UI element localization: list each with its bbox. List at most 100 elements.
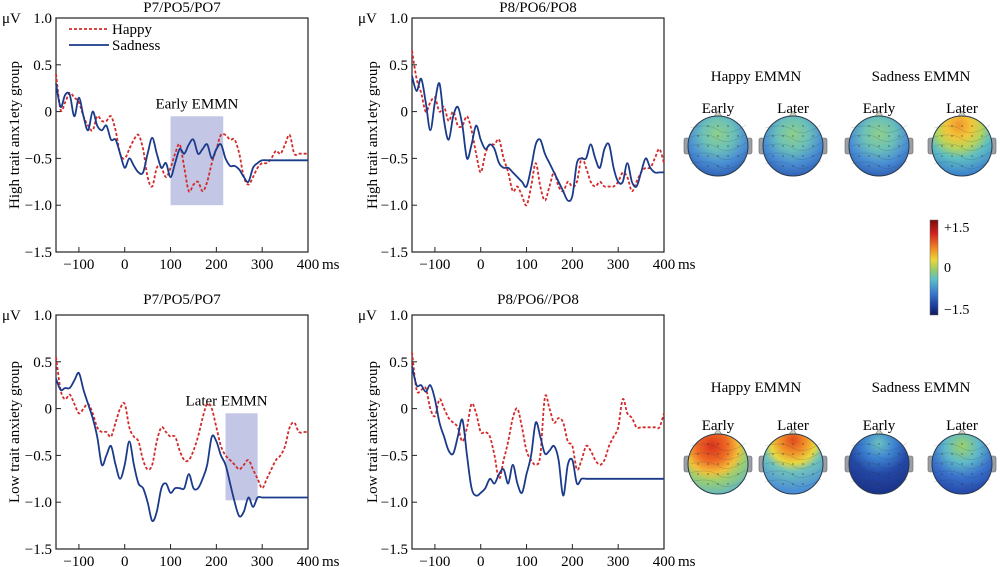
electrode (782, 135, 784, 137)
y-tick-label: 0.5 (33, 58, 52, 74)
electrode (898, 145, 900, 147)
electrode (727, 453, 729, 455)
topomap-label: Later (946, 101, 978, 117)
electrode (971, 463, 973, 465)
electrode (812, 135, 814, 137)
y-tick-label: −0.5 (25, 448, 52, 464)
contour-line (850, 469, 908, 478)
emmn-highlight-box (170, 116, 224, 206)
electrode (951, 463, 953, 465)
plot-low-right: P8/PO6//PO8 μV Low trait anxiety group 1.0 0… (358, 292, 696, 567)
contour-line (764, 133, 822, 142)
electrode (878, 165, 880, 167)
electrode (868, 483, 870, 485)
colorbar-max-label: +1.5 (944, 221, 969, 236)
y-tick-label: 1.0 (33, 11, 52, 27)
contour-line (850, 151, 908, 160)
plot-low-left: Later EMMN P7/PO5/PO7 μV Low trait anxiety … (2, 292, 340, 567)
colorbar-min-label: −1.5 (944, 303, 969, 318)
topomap-label: Later (946, 418, 978, 434)
y-tick-label: 0 (401, 105, 409, 121)
electrode (782, 473, 784, 475)
electrode (772, 463, 774, 465)
electrode (888, 453, 890, 455)
y-tick-label: −0.5 (381, 151, 408, 167)
electrode (981, 135, 983, 137)
electrode (707, 125, 709, 127)
electrode (941, 135, 943, 137)
erp-plots: Early EMMN P7/PO5/PO7 μV High trait anx1ety… (2, 0, 696, 567)
y-tick-label: 0 (401, 402, 409, 418)
electrode (782, 463, 784, 465)
electrode (971, 155, 973, 157)
electrode (951, 165, 953, 167)
electrode (727, 145, 729, 147)
x-tick-label: 400 (653, 554, 676, 567)
electrode (812, 453, 814, 455)
plot-title: P8/PO6//PO8 (497, 292, 579, 308)
electrode (898, 155, 900, 157)
electrode (961, 473, 963, 475)
electrode (961, 165, 963, 167)
y-unit-label: μV (358, 11, 377, 27)
electrode (961, 443, 963, 445)
electrode (772, 145, 774, 147)
electrode (888, 443, 890, 445)
electrode (727, 483, 729, 485)
series-line-sadness (55, 371, 308, 523)
electrode (717, 453, 719, 455)
series-line-sadness (411, 75, 664, 202)
electrode (971, 125, 973, 127)
contour-line (850, 451, 908, 460)
electrode (727, 155, 729, 157)
electrode (971, 483, 973, 485)
contour-line (933, 124, 991, 133)
colorbar-gradient (929, 219, 939, 316)
x-tick-label: 0 (121, 554, 129, 567)
x-tick-label: −100 (419, 554, 450, 567)
electrode (717, 135, 719, 137)
contour-line (689, 124, 747, 133)
x-tick-label: 400 (297, 554, 320, 567)
electrode (792, 443, 794, 445)
head-map-early (683, 110, 753, 177)
electrode (737, 155, 739, 157)
electrode (727, 125, 729, 127)
electrode (792, 483, 794, 485)
x-tick-label: 200 (561, 257, 584, 273)
electrode (951, 453, 953, 455)
x-tick-label: 0 (121, 257, 129, 273)
electrode (858, 145, 860, 147)
plot-frame (55, 314, 309, 550)
electrode (888, 483, 890, 485)
topomaps: Happy EMMN Early Later Sadness EMMN Early Lat… (683, 69, 997, 495)
electrode (888, 135, 890, 137)
electrode (707, 155, 709, 157)
y-unit-label: μV (2, 308, 21, 324)
electrode (868, 135, 870, 137)
plot-title: P8/PO6/PO8 (499, 0, 577, 16)
y-unit-label: μV (358, 308, 377, 324)
electrode (697, 463, 699, 465)
electrode (737, 135, 739, 137)
electrode (697, 145, 699, 147)
y-tick-label: −0.5 (381, 448, 408, 464)
electrode (961, 145, 963, 147)
contour-line (764, 451, 822, 460)
contour-line (933, 451, 991, 460)
y-tick-label: 0 (45, 105, 53, 121)
y-axis-label: Low trait anxiety group (365, 361, 381, 503)
electrode (717, 473, 719, 475)
colorbar: +1.5 0 −1.5 (929, 219, 969, 318)
electrode (868, 165, 870, 167)
electrode (941, 155, 943, 157)
y-tick-label: 1.0 (389, 308, 408, 324)
electrode (888, 463, 890, 465)
head-map-early (844, 428, 914, 495)
electrode (951, 145, 953, 147)
series-line-sadness (411, 366, 664, 497)
contour-line (689, 133, 747, 142)
x-tick-label: 200 (561, 554, 584, 567)
